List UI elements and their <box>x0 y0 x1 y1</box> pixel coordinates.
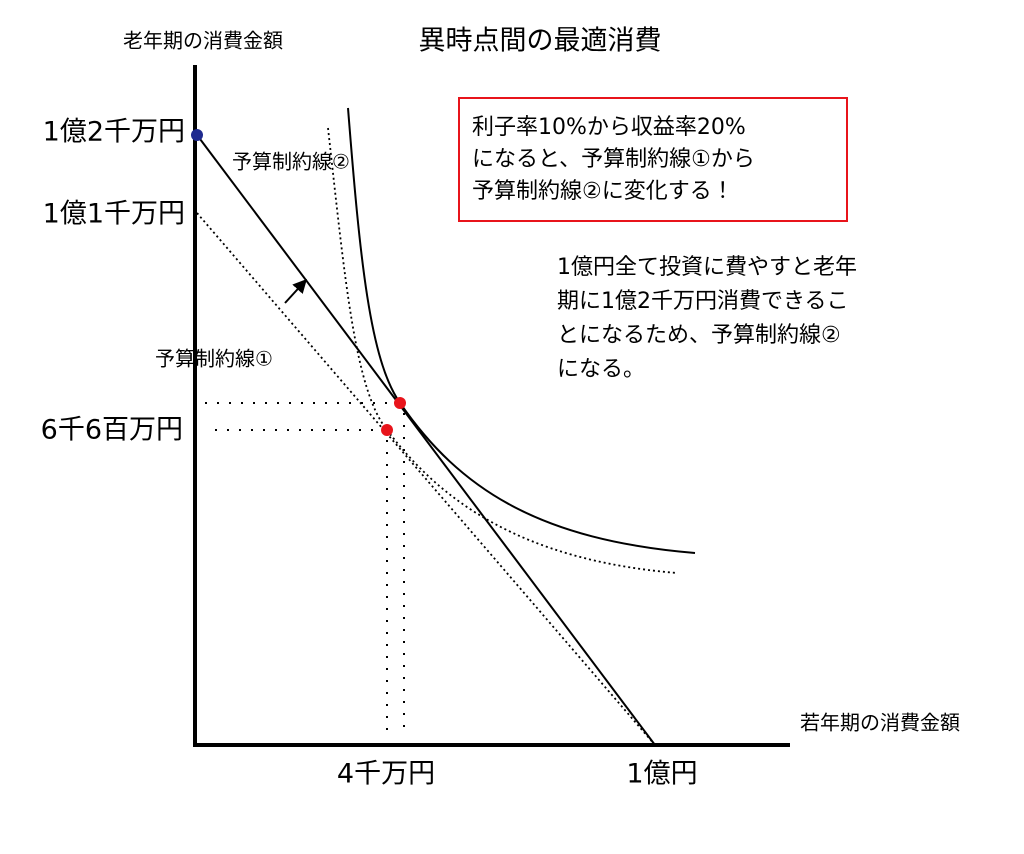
note-box-line: になると、予算制約線①から <box>472 147 755 172</box>
y-label: 6千6百万円 <box>41 415 183 446</box>
title: 異時点間の最適消費 <box>419 26 662 57</box>
line-label: 予算制約線① <box>155 347 273 371</box>
y-axis-label: 老年期の消費金額 <box>123 29 283 53</box>
note-line: になる。 <box>557 357 645 382</box>
note-box-line: 予算制約線②に変化する！ <box>472 179 734 204</box>
x-label: 4千万円 <box>337 759 435 790</box>
budget-line-2 <box>196 134 656 746</box>
note-box <box>458 97 848 222</box>
note-box-line: 利子率10%から収益率20% <box>472 115 746 140</box>
x-axis-label: 若年期の消費金額 <box>800 711 960 735</box>
budget-line-1 <box>196 212 656 746</box>
optimum-point-1 <box>381 424 393 436</box>
y-label: 1億1千万円 <box>43 199 185 230</box>
y-label: 1億2千万円 <box>43 117 185 148</box>
guide-lines <box>205 402 405 735</box>
note-line: 期に1億2千万円消費できるこ <box>557 289 849 314</box>
optimum-point-2 <box>394 397 406 409</box>
note-line: とになるため、予算制約線② <box>557 323 841 348</box>
note-line: 1億円全て投資に費やすと老年 <box>557 255 857 280</box>
x-label: 1億円 <box>626 759 697 790</box>
intercept-point <box>191 129 203 141</box>
shift-arrow <box>284 278 307 304</box>
line-label: 予算制約線② <box>232 150 350 174</box>
